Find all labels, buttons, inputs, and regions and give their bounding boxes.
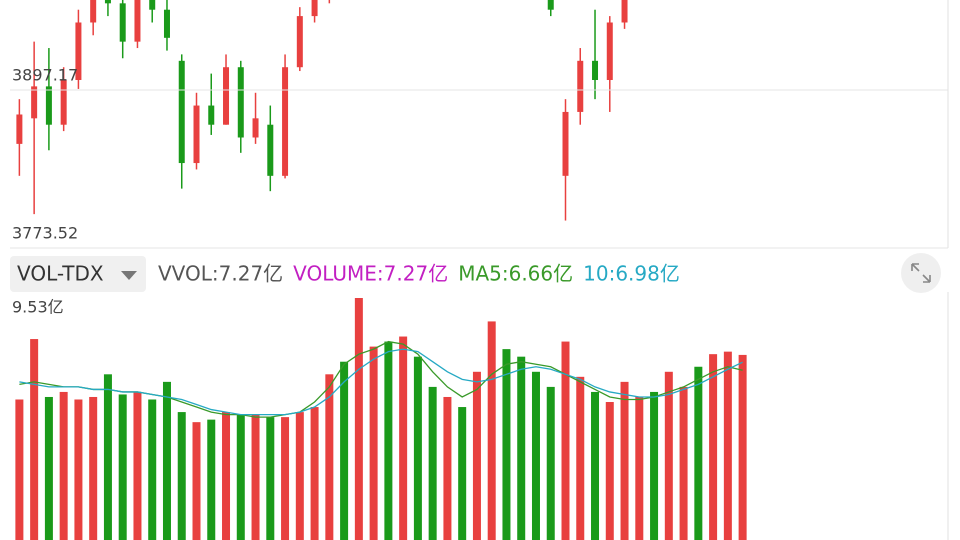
volume-bar	[605, 402, 614, 540]
volume-layer	[15, 298, 747, 540]
indicator-selector[interactable]	[10, 256, 146, 292]
candle-body	[606, 22, 613, 80]
volume-bar	[89, 396, 98, 540]
candle-body	[178, 60, 185, 164]
volume-bar	[384, 341, 393, 540]
volume-bar	[281, 417, 290, 540]
volume-bar	[251, 414, 260, 540]
volume-bar	[236, 414, 245, 540]
candle-body	[252, 118, 259, 138]
volume-bar	[340, 361, 349, 540]
candle-body	[163, 9, 170, 38]
volume-bar	[546, 386, 555, 540]
y-tick-label: 9.53亿	[12, 298, 64, 317]
indicator-name[interactable]: VOL-TDX	[17, 262, 104, 286]
volume-bar	[458, 407, 467, 540]
volume-bar	[118, 394, 127, 540]
volume-bar	[30, 339, 39, 540]
ma-line	[19, 340, 743, 418]
volume-bar	[531, 371, 540, 540]
volume-bar	[44, 396, 53, 540]
candle-body	[547, 0, 554, 10]
volume-bar	[295, 412, 304, 540]
candle-body	[282, 67, 289, 176]
volume-bar	[222, 412, 231, 540]
volume-bar	[103, 374, 112, 540]
candle-body	[75, 22, 82, 80]
candle-body	[193, 105, 200, 164]
volume-bar	[399, 336, 408, 540]
candle-body	[90, 0, 97, 23]
volume-bar	[576, 376, 585, 540]
legend: VVOL:7.27亿 VOLUME:7.27亿 MA5:6.66亿 10:6.98亿	[158, 262, 680, 286]
volume-bar	[517, 356, 526, 540]
candle-body	[562, 111, 569, 176]
volume-bar	[162, 381, 171, 540]
volume-bar	[207, 419, 216, 540]
volume-bar	[443, 396, 452, 540]
volume-bar	[15, 399, 24, 540]
volume-bar	[679, 386, 688, 540]
volume-bar	[325, 374, 334, 540]
candle-body	[267, 124, 274, 176]
legend-item: 10:6.98亿	[583, 262, 680, 286]
candle-body	[621, 0, 628, 23]
volume-bar	[591, 391, 600, 540]
volume-bar	[487, 321, 496, 540]
candle-body	[223, 67, 230, 125]
candle-body	[16, 114, 23, 144]
volume-bar	[428, 386, 437, 540]
volume-bar	[74, 399, 83, 540]
volume-bar	[472, 371, 481, 540]
candle-body	[119, 3, 126, 42]
y-tick-label: 3897.17	[12, 65, 78, 84]
volume-bar	[664, 371, 673, 540]
volume-bar	[694, 366, 703, 540]
ma-line	[19, 348, 743, 416]
expand-icon	[911, 263, 931, 283]
candle-body	[134, 0, 141, 42]
volume-bar	[561, 341, 570, 540]
volume-bar	[502, 349, 511, 540]
dropdown-arrow[interactable]	[121, 271, 137, 280]
volume-bar	[310, 407, 319, 540]
volume-bar	[354, 298, 363, 540]
candle-body	[31, 86, 38, 119]
candle-body	[592, 60, 599, 80]
volume-bar	[738, 354, 747, 540]
volume-bar	[266, 417, 275, 540]
volume-bar	[635, 396, 644, 540]
legend-item: VOLUME:7.27亿	[293, 262, 448, 286]
volume-bar	[177, 412, 186, 540]
volume-bar	[620, 381, 629, 540]
volume-bar	[709, 354, 718, 540]
volume-bar	[192, 422, 201, 540]
candle-body	[311, 0, 318, 17]
candle-body	[60, 79, 67, 125]
candle-body	[104, 0, 111, 4]
volume-bar	[148, 399, 157, 540]
volume-bar	[650, 391, 659, 540]
volume-bar	[369, 346, 378, 540]
y-tick-label: 3773.52	[12, 224, 78, 243]
expand-button[interactable]	[901, 253, 941, 293]
candle-body	[296, 16, 303, 68]
candle-body	[577, 60, 584, 112]
volume-bar	[133, 391, 142, 540]
candle-body	[237, 67, 244, 138]
volume-bar	[413, 356, 422, 540]
candle-layer	[16, 0, 628, 221]
volume-bar	[723, 351, 732, 540]
candle-body	[149, 0, 156, 10]
legend-item: MA5:6.66亿	[458, 262, 573, 286]
legend-item: VVOL:7.27亿	[158, 262, 283, 286]
volume-bar	[59, 391, 68, 540]
candle-body	[208, 105, 215, 125]
candle-body	[45, 86, 52, 125]
